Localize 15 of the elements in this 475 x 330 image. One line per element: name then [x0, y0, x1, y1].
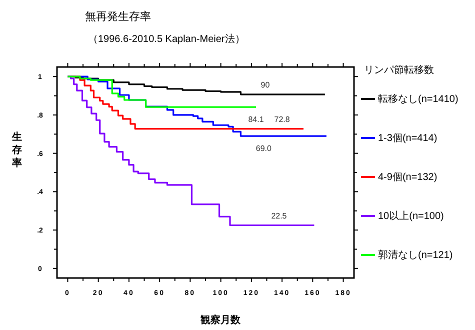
annotation: 90 — [260, 80, 270, 90]
legend-label: 4-9個(n=132) — [378, 172, 438, 183]
legend-label: 郭清なし(n=121) — [378, 249, 453, 261]
chart-title: 無再発生存率 — [85, 10, 151, 23]
legend-title: リンパ節転移数 — [364, 64, 434, 76]
legend-label: 1-3個(n=414) — [378, 133, 438, 144]
annotation: 69.0 — [256, 144, 272, 154]
x-axis-title: 観察月数 — [200, 314, 242, 326]
legend-label: 10以上(n=100) — [378, 210, 444, 222]
annotation: 22.5 — [271, 211, 288, 220]
annotation: 72.8 — [274, 114, 290, 124]
legend-label: 転移なし(n=1410) — [378, 93, 458, 105]
chart-subtitle: （1996.6-2010.5 Kaplan-Meier法） — [88, 33, 245, 45]
annotation: 84.1 — [248, 115, 264, 124]
y-axis-title: 生存率 — [11, 131, 22, 169]
